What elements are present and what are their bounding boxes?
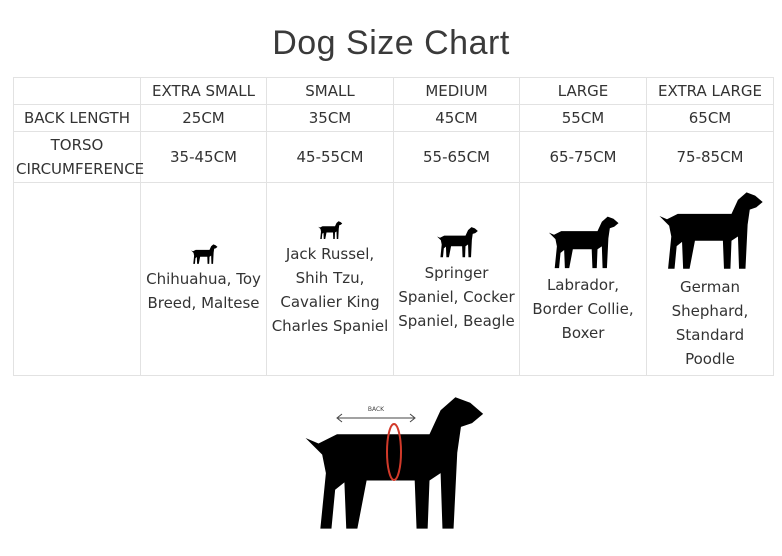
cell: 55-65CM xyxy=(393,131,520,183)
breed-text: Labrador, Border Collie, Boxer xyxy=(532,276,634,342)
empty-cell xyxy=(13,182,141,376)
cell: 45CM xyxy=(393,104,520,132)
torso-ring xyxy=(386,423,402,481)
row-label: BACK LENGTH xyxy=(13,104,141,132)
breed-cell: Chihuahua, Toy Breed, Maltese xyxy=(140,182,267,376)
breed-cell: Jack Russel, Shih Tzu, Cavalier King Cha… xyxy=(266,182,394,376)
measure-diagram: BACK TORSO xyxy=(305,397,484,529)
cell: 35CM xyxy=(266,104,394,132)
back-label: BACK xyxy=(368,406,385,413)
breed-cell: Springer Spaniel, Cocker Spaniel, Beagle xyxy=(393,182,520,376)
row-label: TORSO CIRCUMFERENCE xyxy=(13,131,144,183)
back-row: BACK LENGTH 25CM 35CM 45CM 55CM 65CM xyxy=(13,104,774,132)
header-cell: MEDIUM xyxy=(393,77,520,105)
breed-text: Springer Spaniel, Cocker Spaniel, Beagle xyxy=(398,264,515,330)
header-cell: SMALL xyxy=(266,77,394,105)
header-cell: EXTRA SMALL xyxy=(140,77,267,105)
cell: 65CM xyxy=(646,104,774,132)
dog-icon xyxy=(655,187,765,273)
breed-text: German Shephard, Standard Poodle xyxy=(671,278,749,368)
dog-silhouette xyxy=(305,397,484,529)
dog-icon xyxy=(317,220,343,240)
header-cell: LARGE xyxy=(519,77,647,105)
header-row: EXTRA SMALL SMALL MEDIUM LARGE EXTRA LAR… xyxy=(13,77,774,105)
arrow-heads xyxy=(336,413,416,423)
breed-text: Jack Russel, Shih Tzu, Cavalier King Cha… xyxy=(271,245,389,335)
breed-cell: Labrador, Border Collie, Boxer xyxy=(519,182,647,376)
cell: 45-55CM xyxy=(266,131,394,183)
cell: 55CM xyxy=(519,104,647,132)
torso-label: TORSO xyxy=(378,481,400,488)
corner-cell xyxy=(13,77,141,105)
cell: 75-85CM xyxy=(646,131,774,183)
breed-cell: German Shephard, Standard Poodle xyxy=(646,182,774,376)
size-table: EXTRA SMALL SMALL MEDIUM LARGE EXTRA LAR… xyxy=(13,77,774,376)
title: Dog Size Chart xyxy=(272,24,510,62)
cell: 65-75CM xyxy=(519,131,647,183)
torso-row: TORSO CIRCUMFERENCE 35-45CM 45-55CM 55-6… xyxy=(13,131,774,183)
breed-text: Chihuahua, Toy Breed, Maltese xyxy=(146,270,261,312)
header-cell: EXTRA LARGE xyxy=(646,77,774,105)
cell: 25CM xyxy=(140,104,267,132)
cell: 35-45CM xyxy=(140,131,267,183)
dog-icon xyxy=(190,243,218,265)
breed-row: Chihuahua, Toy Breed, Maltese Jack Russe… xyxy=(13,182,774,376)
dog-icon xyxy=(545,213,621,271)
dog-icon xyxy=(434,225,480,259)
